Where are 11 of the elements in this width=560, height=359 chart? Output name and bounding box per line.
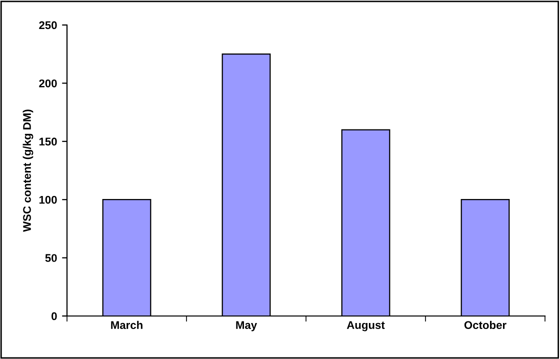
x-tick-label: May xyxy=(236,321,257,332)
y-tick-label: 0 xyxy=(52,312,57,320)
y-tick-label: 100 xyxy=(39,196,57,204)
x-tick-label: October xyxy=(464,320,506,330)
y-tick-label: 250 xyxy=(39,21,57,30)
y-tick-label: 200 xyxy=(39,79,57,88)
y-tick-label: 150 xyxy=(39,138,57,146)
x-tick-label: March xyxy=(111,320,142,330)
y-axis-title: WSC content (g/kg DM) xyxy=(22,110,34,232)
y-tick-label: 50 xyxy=(45,254,57,262)
x-tick-label: August xyxy=(346,321,385,332)
